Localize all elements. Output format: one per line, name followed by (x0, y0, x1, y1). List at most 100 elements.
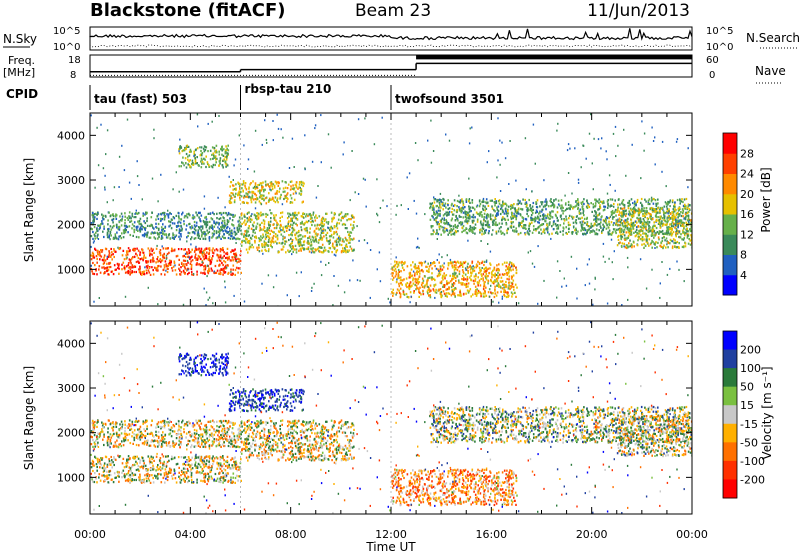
power-cell (251, 190, 253, 193)
power-cell (621, 215, 623, 218)
power-cell (318, 246, 320, 249)
power-cell (261, 243, 263, 246)
power-cell (451, 217, 453, 220)
power-cell (509, 287, 511, 291)
power-cell (148, 236, 151, 239)
power-cell (398, 282, 400, 285)
power-cell (231, 223, 233, 226)
power-cell (512, 221, 514, 224)
power-cell (240, 271, 242, 274)
power-cell (108, 266, 110, 269)
power-cell (169, 237, 172, 240)
power-cell (662, 247, 664, 250)
power-cell (95, 231, 97, 234)
power-cell (201, 161, 204, 164)
power-cell (213, 270, 215, 273)
power-cell (448, 223, 451, 226)
power-cell (631, 208, 634, 211)
power-cell (336, 223, 338, 226)
power-cell (559, 230, 562, 233)
power-cell (654, 199, 657, 202)
power-cell (219, 269, 221, 272)
power-cell (504, 218, 506, 221)
power-cell (306, 226, 308, 230)
power-cell (574, 229, 576, 232)
power-cell (213, 230, 216, 233)
power-cell (224, 222, 226, 225)
power-cell (93, 220, 95, 223)
power-cell (397, 277, 399, 280)
power-cell (524, 233, 527, 236)
power-cell (527, 215, 530, 218)
power-cell (152, 248, 154, 251)
power-cell (242, 201, 245, 204)
power-cell (168, 213, 170, 216)
power-cell (432, 233, 434, 236)
power-cell (659, 206, 662, 210)
power-cell (438, 274, 440, 277)
power-cell (238, 238, 241, 241)
power-cell (596, 224, 598, 227)
power-cell (469, 226, 472, 229)
power-cell (572, 221, 575, 224)
power-cell (450, 219, 453, 222)
power-cell (637, 239, 639, 242)
power-cell (92, 261, 94, 265)
power-cell (240, 183, 242, 186)
power-cell (279, 220, 281, 223)
nave-tick-top: 60 (706, 55, 719, 66)
power-cell (138, 236, 140, 239)
power-cell (602, 242, 605, 245)
power-cell (96, 217, 98, 220)
power-cell (455, 214, 457, 218)
power-cell (243, 196, 245, 199)
power-cell (627, 234, 630, 238)
power-cell (524, 224, 526, 227)
power-cell (439, 203, 441, 206)
power-cell (500, 290, 502, 293)
power-cell (475, 266, 477, 269)
power-cell (618, 210, 621, 213)
power-cell (474, 290, 477, 293)
power-cell (584, 284, 586, 287)
power-cell (426, 265, 428, 268)
power-cell (429, 218, 432, 221)
power-cell (185, 228, 187, 231)
power-cell (106, 236, 109, 239)
power-cell (226, 247, 229, 250)
power-cell (461, 207, 463, 210)
power-cell (234, 195, 236, 198)
power-cell (230, 270, 232, 273)
power-cell (172, 234, 174, 237)
power-cell (503, 217, 506, 220)
power-cell (301, 244, 303, 247)
power-cell (470, 266, 473, 269)
power-cell (261, 236, 264, 240)
power-cell (302, 200, 304, 203)
power-cell (391, 272, 394, 275)
power-cell (198, 263, 201, 266)
power-cell (98, 224, 100, 227)
power-cell (267, 228, 269, 231)
power-cell (565, 231, 567, 235)
power-cell (391, 268, 394, 271)
power-cell (414, 267, 416, 270)
power-cell (632, 227, 634, 230)
power-cell (603, 225, 605, 228)
power-cell (266, 227, 269, 230)
power-cell (436, 198, 438, 202)
power-cell (535, 202, 538, 205)
power-cell (262, 233, 264, 236)
power-cell (137, 220, 139, 223)
power-cell (182, 264, 184, 267)
power-cell (630, 223, 633, 226)
power-cell (572, 216, 575, 219)
power-cell (506, 266, 509, 269)
power-cell (552, 203, 555, 206)
power-cell (152, 260, 154, 263)
power-cell (199, 264, 202, 267)
power-cell (188, 154, 191, 157)
power-cell (263, 241, 266, 244)
power-cell (459, 265, 461, 268)
